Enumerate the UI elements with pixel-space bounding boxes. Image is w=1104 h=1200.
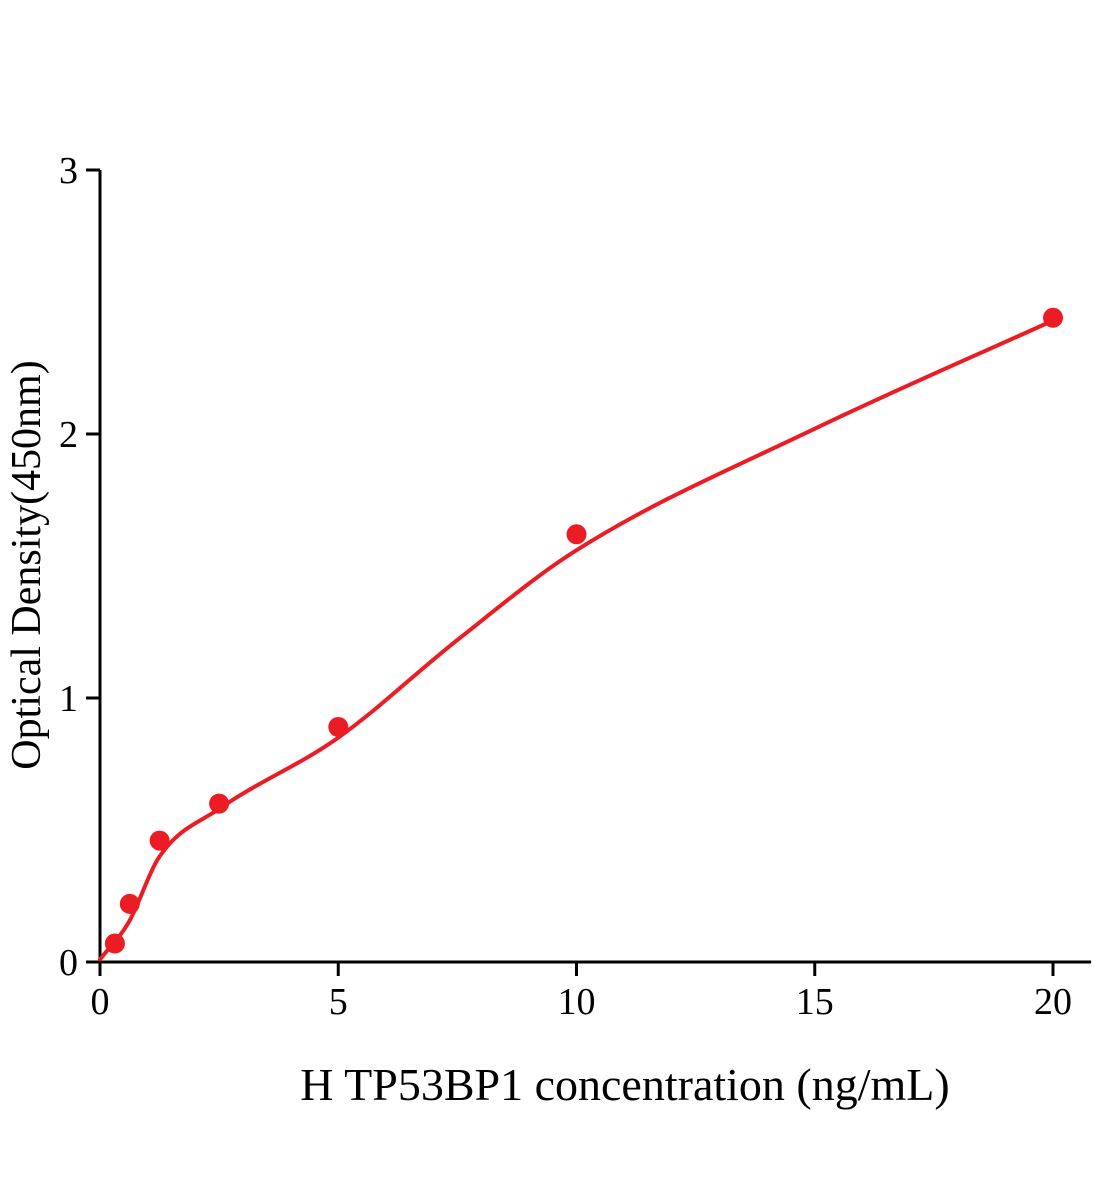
data-point: [1043, 307, 1063, 328]
y-tick-label: 3: [59, 150, 78, 192]
x-axis-label: H TP53BP1 concentration (ng/mL): [300, 1059, 949, 1110]
data-point: [209, 793, 230, 814]
y-tick-label: 1: [59, 678, 78, 720]
y-tick-label: 2: [59, 414, 78, 456]
data-point: [104, 933, 125, 954]
fit-curve: [98, 318, 1055, 962]
x-tick-label: 20: [1034, 981, 1072, 1023]
x-tick-label: 10: [558, 981, 596, 1023]
x-tick-label: 15: [796, 981, 834, 1023]
x-tick-label: 0: [91, 981, 110, 1023]
data-point: [566, 524, 587, 545]
data-point: [328, 717, 349, 737]
y-tick-label: 0: [59, 942, 78, 984]
data-point: [149, 830, 170, 851]
data-point: [119, 893, 140, 914]
x-tick-label: 5: [329, 981, 348, 1023]
plot-series: [98, 307, 1063, 962]
y-axis-label: Optical Density(450nm): [4, 360, 50, 769]
plot-axes: 0 5 10 15 20 0 1 2 3: [59, 150, 1092, 1023]
